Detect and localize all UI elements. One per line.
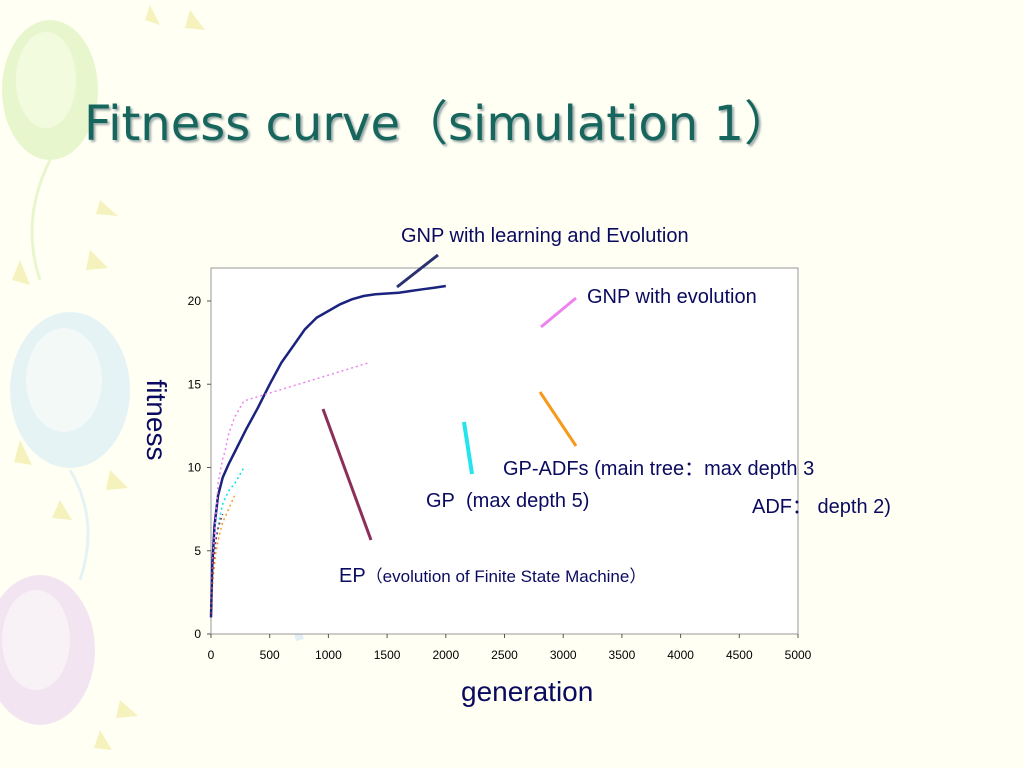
label-adf-name: ADF [752,496,792,518]
x-tick-label: 0 [208,648,215,662]
x-tick-label: 500 [260,648,280,662]
slide-title: Fitness curve（simulation 1） [84,96,793,152]
callout-gp-adfs [538,391,578,447]
x-tick-label: 3500 [609,648,636,662]
callout-lines [321,253,578,541]
y-tick-label: 10 [188,461,202,475]
series-line-gnp-learning [209,284,446,618]
x-tick-label: 2500 [491,648,518,662]
x-tick-label: 2000 [432,648,459,662]
callout-gnp-evolution [540,296,577,329]
label-gnp-evolution: GNP with evolution [587,286,757,308]
balloon-green-decoration [2,20,98,281]
label-ep: EP（evolution of Finite State Machine） [339,562,646,588]
series-line-gp [210,467,245,610]
y-tick-label: 15 [188,377,202,391]
label-gp-adfs-line1: GP-ADFs (main tree：max depth 3 [503,452,814,481]
x-tick-label: 1500 [374,648,401,662]
sparkle-decorations [12,5,205,750]
label-ep-detail: （evolution of Finite State Machine） [365,567,647,586]
x-tick-label: 4000 [667,648,694,662]
x-tick-label: 1000 [315,648,342,662]
x-axis-title: generation [461,676,594,707]
label-gp-adfs-name: GP-ADFs [503,458,589,480]
balloon-blue-decoration [10,312,130,581]
label-gp-adfs-line2: ADF： depth 2) [752,490,891,519]
callout-ep [321,408,373,541]
balloon-purple-decoration [0,575,95,725]
label-adf-detail: ： depth 2) [792,496,891,518]
label-gp: GP (max depth 5) [426,490,590,512]
y-tick-label: 5 [194,544,201,558]
label-gnp-learning: GNP with learning and Evolution [401,225,689,247]
y-tick-label: 20 [188,294,202,308]
callout-gp [462,421,474,475]
x-tick-label: 4500 [726,648,753,662]
y-axis-title: fitness [141,379,172,461]
x-tick-label: 5000 [785,648,812,662]
plot-area [210,267,799,635]
series-line-gnp-evolution [210,361,370,610]
y-tick-label: 0 [194,627,201,641]
x-tick-label: 3000 [550,648,577,662]
label-ep-name: EP [339,565,366,587]
label-gp-adfs-detail: (main tree：max depth 3 [588,458,815,480]
callout-gnp-learning [396,253,439,289]
